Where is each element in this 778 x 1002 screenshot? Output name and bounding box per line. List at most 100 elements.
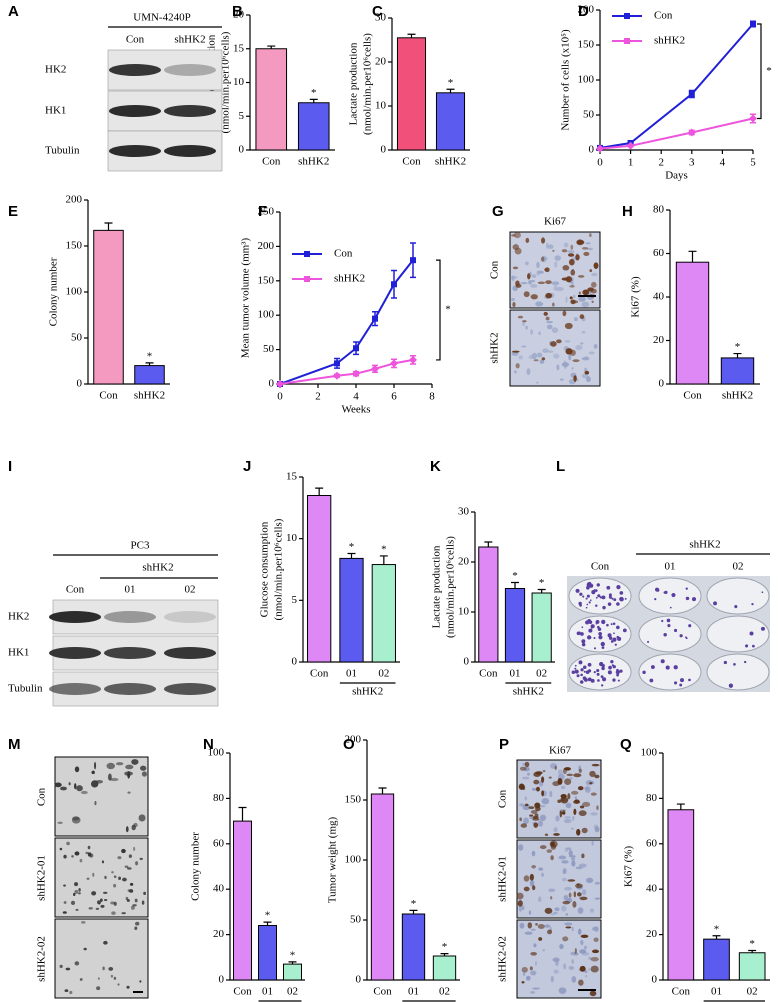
legend-marker: [624, 38, 630, 44]
blot-band: [164, 105, 216, 117]
cell: [129, 882, 134, 886]
cell: [65, 967, 71, 971]
colony: [580, 668, 584, 672]
cell: [541, 798, 550, 805]
y-tick-label: 20: [233, 9, 245, 21]
cell: [113, 976, 117, 980]
y-tick-label: 10: [233, 76, 245, 88]
y-tick-label: 20: [646, 928, 658, 940]
cell: [127, 889, 131, 893]
cell: [534, 813, 539, 817]
cell: [124, 771, 133, 776]
x-tick-label: Con: [479, 668, 498, 680]
cell: [79, 978, 83, 981]
cell: [554, 261, 558, 268]
cell: [533, 779, 540, 785]
cell: [581, 373, 589, 379]
colony: [679, 634, 683, 638]
colony: [600, 641, 605, 647]
cell: [579, 949, 587, 954]
error-bar: [484, 541, 493, 547]
cell: [117, 983, 120, 986]
cell: [539, 805, 546, 808]
x-tick-label: 4: [720, 157, 726, 169]
legend-label: shHK2: [334, 273, 365, 285]
cell: [591, 300, 594, 304]
cell: [532, 815, 539, 819]
cell: [127, 791, 131, 794]
cell: [535, 301, 544, 307]
cell: [573, 375, 577, 382]
colony: [579, 604, 582, 607]
cell: [568, 892, 572, 898]
panel-letter: F: [258, 203, 267, 220]
plate: [638, 653, 702, 691]
colony: [761, 591, 764, 594]
colony: [587, 662, 592, 667]
cell: [556, 339, 562, 344]
cell: [524, 931, 533, 935]
cell: [518, 905, 523, 912]
y-axis-label: (nmol/min.per10⁶cells): [445, 536, 457, 638]
cell: [562, 867, 567, 875]
significance: *: [147, 350, 153, 362]
series-line: [599, 23, 754, 149]
cell: [524, 761, 530, 768]
cell: [549, 790, 553, 798]
bar: [255, 48, 288, 151]
blot-band: [49, 683, 101, 695]
cell: [536, 352, 543, 358]
cell: [586, 376, 591, 383]
cell: [588, 351, 595, 355]
column-label: 01: [125, 584, 136, 596]
x-tick-label: Con: [262, 156, 281, 168]
cell: [91, 770, 95, 775]
x-tick-label: Con: [373, 986, 392, 998]
cell: [531, 850, 536, 857]
bar: [396, 37, 427, 151]
cell: [571, 959, 574, 964]
cell: [111, 871, 114, 874]
cell: [558, 987, 567, 994]
cell: [590, 956, 599, 962]
cell: [573, 808, 577, 815]
cell: [555, 815, 560, 822]
cell: [541, 776, 545, 783]
marker: [749, 114, 757, 123]
cell: [572, 359, 580, 363]
cell: [571, 367, 574, 370]
cell: [519, 803, 524, 807]
cell: [518, 355, 523, 360]
cell: [536, 786, 540, 792]
cell: [570, 269, 576, 276]
y-tick-label: 0: [464, 656, 470, 668]
x-tick-label: 8: [429, 391, 435, 403]
colony: [614, 643, 617, 646]
cell: [523, 875, 530, 882]
y-tick-label: 100: [208, 747, 225, 759]
cell: [576, 883, 580, 886]
cell: [578, 291, 581, 295]
colony: [576, 674, 580, 678]
colony: [574, 669, 579, 674]
y-axis-label: Ki67 (%): [623, 846, 635, 888]
cell: [579, 314, 585, 320]
row-label: Con: [36, 787, 48, 806]
cell: [593, 262, 599, 269]
colony: [586, 603, 589, 606]
blot-band: [164, 611, 216, 623]
cell: [551, 281, 560, 286]
cell: [520, 282, 528, 285]
bracket: [757, 23, 762, 120]
error-bar: [440, 953, 449, 956]
cell: [565, 296, 568, 303]
y-axis-label: Tumor weight (mg): [327, 816, 339, 903]
y-axis-label: Mean tumor volume (mm³): [240, 238, 252, 359]
cell: [591, 840, 594, 846]
cell: [536, 381, 539, 384]
cell: [578, 863, 587, 868]
colony: [579, 592, 583, 596]
cell: [522, 972, 526, 976]
cell: [550, 896, 553, 900]
